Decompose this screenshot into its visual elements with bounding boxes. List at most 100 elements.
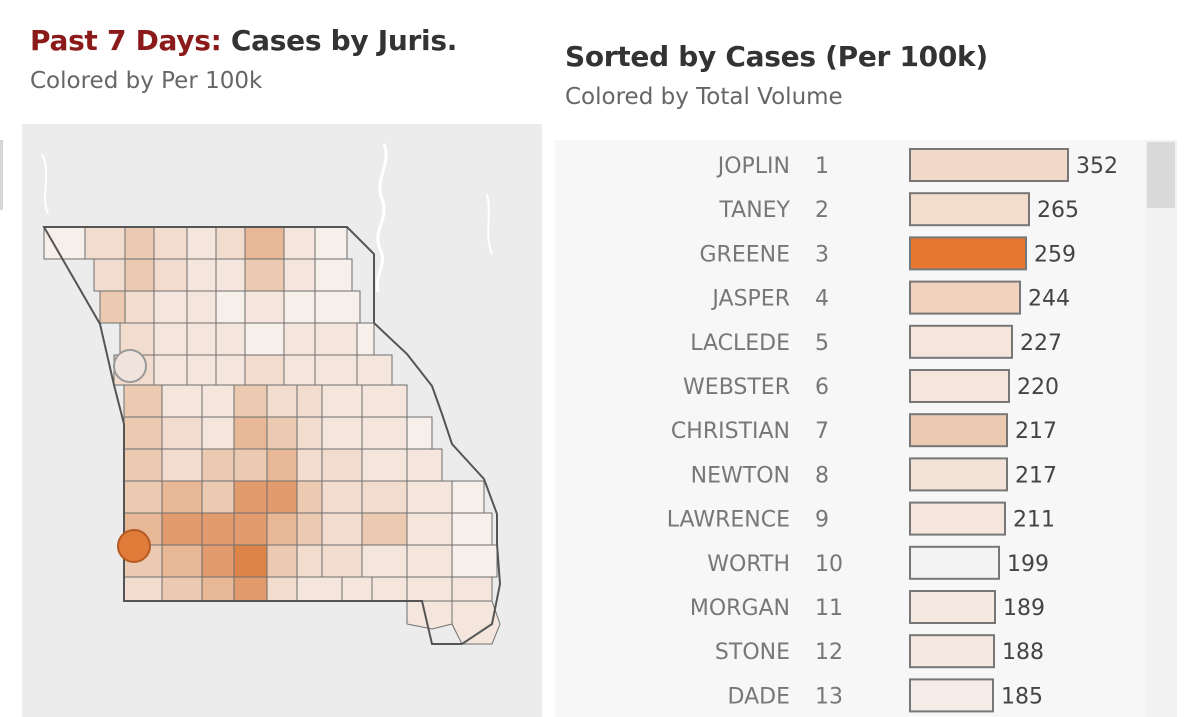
county-shape[interactable] <box>186 290 217 324</box>
county-shape[interactable] <box>161 576 203 602</box>
county-shape[interactable] <box>124 290 155 324</box>
bar[interactable] <box>909 324 1013 359</box>
joplin-marker[interactable] <box>117 529 151 563</box>
county-shape[interactable] <box>296 512 323 546</box>
county-shape[interactable] <box>201 448 235 482</box>
bar[interactable] <box>909 634 995 669</box>
bar[interactable] <box>909 501 1006 536</box>
vertical-scrollbar[interactable] <box>1145 140 1177 717</box>
county-shape[interactable] <box>283 322 316 356</box>
county-shape[interactable] <box>201 576 235 602</box>
county-shape[interactable] <box>406 600 453 630</box>
county-shape[interactable] <box>283 354 316 386</box>
bar[interactable] <box>909 678 994 713</box>
county-shape[interactable] <box>266 384 298 418</box>
county-shape[interactable] <box>321 448 363 482</box>
county-shape[interactable] <box>201 416 235 450</box>
county-shape[interactable] <box>321 544 363 578</box>
county-shape[interactable] <box>153 226 188 260</box>
county-shape[interactable] <box>201 384 235 418</box>
bar-row[interactable]: MORGAN 11 189 <box>690 590 1045 624</box>
county-shape[interactable] <box>43 226 86 260</box>
county-shape[interactable] <box>186 258 217 292</box>
county-shape[interactable] <box>296 576 343 602</box>
county-shape[interactable] <box>215 290 246 324</box>
county-shape[interactable] <box>266 576 298 602</box>
map-canvas[interactable] <box>22 124 542 717</box>
county-shape[interactable] <box>186 354 217 386</box>
missouri-county-map[interactable] <box>22 124 542 717</box>
county-shape[interactable] <box>361 544 408 578</box>
county-shape[interactable] <box>123 416 163 450</box>
county-shape[interactable] <box>266 544 298 578</box>
county-shape[interactable] <box>296 384 323 418</box>
county-shape[interactable] <box>244 226 285 260</box>
county-shape[interactable] <box>314 226 348 260</box>
bar-row[interactable]: CHRISTIAN 7 217 <box>671 413 1057 448</box>
county-shape[interactable] <box>215 322 246 356</box>
county-shape[interactable] <box>406 416 433 450</box>
map-markers[interactable] <box>113 349 151 563</box>
county-shape[interactable] <box>186 322 217 356</box>
county-shape[interactable] <box>371 576 408 602</box>
county-shape[interactable] <box>244 258 285 292</box>
bar[interactable] <box>909 280 1021 315</box>
county-shape[interactable] <box>406 512 453 546</box>
county-shape[interactable] <box>215 258 246 292</box>
bar-row[interactable]: JOPLIN 1 352 <box>716 148 1118 182</box>
county-shape[interactable] <box>215 226 246 260</box>
county-shape[interactable] <box>201 512 235 546</box>
county-shape[interactable] <box>124 258 155 292</box>
county-shape[interactable] <box>451 544 498 578</box>
bar-row[interactable]: GREENE 3 259 <box>700 236 1077 271</box>
county-shape[interactable] <box>186 226 217 260</box>
bar-row[interactable]: TANEY 2 265 <box>718 192 1079 227</box>
county-shape[interactable] <box>283 290 316 324</box>
county-shape[interactable] <box>123 480 163 514</box>
county-shape[interactable] <box>123 384 163 418</box>
county-shape[interactable] <box>153 258 188 292</box>
bar-row[interactable]: WORTH 10 199 <box>707 545 1049 580</box>
county-shape[interactable] <box>283 226 316 260</box>
bar-row[interactable]: LACLEDE 5 227 <box>690 324 1062 359</box>
bar[interactable] <box>909 236 1027 271</box>
county-shape[interactable] <box>321 416 363 450</box>
county-shape[interactable] <box>361 512 408 546</box>
county-shape[interactable] <box>266 480 298 514</box>
county-shape[interactable] <box>314 290 361 324</box>
bar[interactable] <box>909 457 1008 492</box>
county-shape[interactable] <box>124 226 155 260</box>
bar-row[interactable]: JASPER 4 244 <box>710 280 1070 315</box>
county-shape[interactable] <box>296 448 323 482</box>
county-shape[interactable] <box>233 576 268 602</box>
county-shape[interactable] <box>266 512 298 546</box>
county-shape[interactable] <box>233 384 268 418</box>
county-shape[interactable] <box>99 290 126 324</box>
county-shape[interactable] <box>314 322 358 356</box>
county-shape[interactable] <box>451 576 493 602</box>
county-shape[interactable] <box>321 512 363 546</box>
county-shape[interactable] <box>215 354 246 386</box>
county-shape[interactable] <box>314 258 353 292</box>
scrollbar-thumb[interactable] <box>1147 142 1175 208</box>
county-shape[interactable] <box>321 384 363 418</box>
bar[interactable] <box>909 192 1030 227</box>
county-shape[interactable] <box>93 258 126 292</box>
county-shape[interactable] <box>266 416 298 450</box>
county-shape[interactable] <box>341 576 373 602</box>
county-shape[interactable] <box>244 354 285 386</box>
map-counties[interactable] <box>42 226 502 645</box>
county-shape[interactable] <box>84 226 126 260</box>
county-shape[interactable] <box>201 480 235 514</box>
county-shape[interactable] <box>406 576 453 602</box>
county-shape[interactable] <box>233 480 268 514</box>
county-shape[interactable] <box>161 544 203 578</box>
county-shape[interactable] <box>161 416 203 450</box>
bar-row[interactable]: STONE 12 188 <box>715 634 1044 669</box>
bar[interactable] <box>909 369 1010 403</box>
county-shape[interactable] <box>244 290 285 324</box>
county-shape[interactable] <box>161 512 203 546</box>
county-shape[interactable] <box>283 258 316 292</box>
county-shape[interactable] <box>356 354 393 386</box>
county-shape[interactable] <box>233 448 268 482</box>
